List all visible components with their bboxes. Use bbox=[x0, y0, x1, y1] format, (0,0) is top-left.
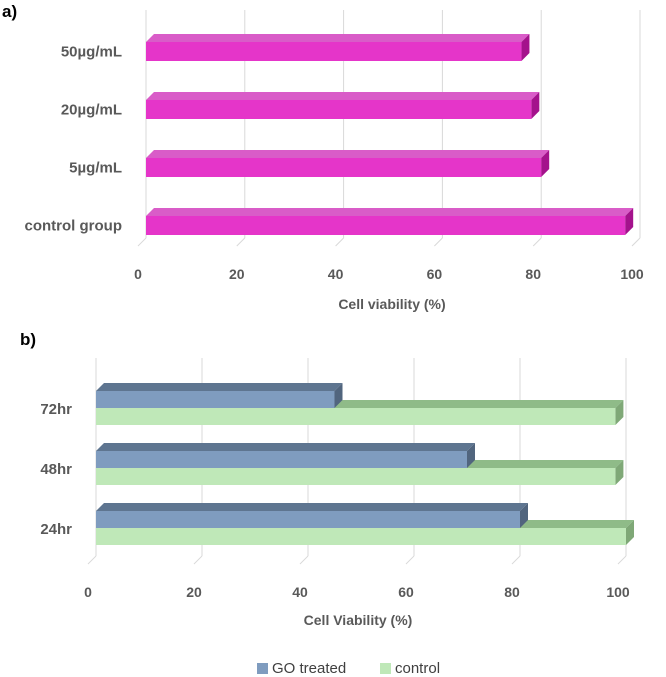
chart-b-bar-control-72hr-front bbox=[96, 408, 616, 425]
chart-b-bar-control-48hr-side bbox=[615, 460, 624, 485]
chart-b-tick-0: 0 bbox=[84, 584, 92, 600]
chart-b-legend: GO treated control bbox=[257, 660, 440, 677]
chart-a-bar-50-g-ml bbox=[146, 34, 530, 61]
chart-a-bar-5-g-ml-side bbox=[541, 150, 550, 177]
chart-a-xlabel: Cell viability (%) bbox=[338, 296, 445, 312]
chart-b-bar-go-treated-24hr bbox=[96, 503, 528, 528]
chart-a-grid-floor-1 bbox=[236, 237, 246, 247]
chart-b: 72hr 48hr 24hr 0 20 40 60 80 100 Cell Viability… bbox=[40, 358, 634, 677]
chart-b-bar-go-treated-48hr-front bbox=[96, 451, 467, 468]
chart-a-grid-floor-4 bbox=[532, 237, 542, 247]
chart-b-tick-80: 80 bbox=[504, 584, 520, 600]
chart-a-bar-control-group-side bbox=[625, 208, 634, 235]
chart-b-grid-floor-1 bbox=[193, 555, 203, 565]
chart-a-tick-60: 60 bbox=[427, 266, 443, 282]
chart-a-bar-20-g-ml-front bbox=[146, 100, 532, 119]
legend-swatch-go-treated bbox=[257, 663, 268, 674]
chart-a-bar-5-g-ml-top bbox=[146, 150, 550, 158]
chart-b-category-24hr: 24hr bbox=[40, 521, 72, 538]
chart-b-tick-20: 20 bbox=[186, 584, 202, 600]
chart-a-tick-0: 0 bbox=[134, 266, 142, 282]
chart-a-bar-20-g-ml bbox=[146, 92, 540, 119]
chart-a-category-5-g-ml: 5µg/mL bbox=[69, 160, 122, 177]
chart-a-bar-20-g-ml-side bbox=[531, 92, 540, 119]
chart-a-category-20-g-ml: 20µg/mL bbox=[61, 102, 122, 119]
chart-a-grid-floor-3 bbox=[434, 237, 443, 247]
chart-b-bar-go-treated-72hr bbox=[96, 383, 343, 408]
chart-b-bar-go-treated-48hr-side bbox=[467, 443, 475, 468]
chart-a-grid-floor-0 bbox=[137, 237, 147, 247]
chart-b-bar-control-48hr-front bbox=[96, 468, 616, 485]
legend-label-go-treated: GO treated bbox=[272, 660, 346, 677]
chart-b-category-72hr: 72hr bbox=[40, 401, 72, 418]
chart-b-grid-floor-4 bbox=[511, 555, 521, 565]
chart-a-bar-50-g-ml-side bbox=[521, 34, 530, 61]
chart-a-bar-control-group bbox=[146, 208, 634, 235]
chart-b-xlabel: Cell Viability (%) bbox=[304, 612, 413, 628]
chart-b-bar-go-treated-48hr bbox=[96, 443, 475, 468]
chart-b-grid-floor-5 bbox=[617, 555, 627, 565]
chart-a-tick-100: 100 bbox=[620, 266, 644, 282]
chart-b-bar-go-treated-24hr-front bbox=[96, 511, 520, 528]
chart-b-tick-40: 40 bbox=[292, 584, 308, 600]
chart-a-category-control-group: control group bbox=[25, 218, 123, 235]
chart-b-tick-60: 60 bbox=[398, 584, 414, 600]
chart-b-category-48hr: 48hr bbox=[40, 461, 72, 478]
chart-a-bar-20-g-ml-top bbox=[146, 92, 540, 100]
chart-a-grid-floor-5 bbox=[631, 237, 641, 247]
panel-b-label: b) bbox=[20, 330, 36, 349]
chart-b-bar-go-treated-24hr-side bbox=[520, 503, 528, 528]
chart-b-bar-go-treated-72hr-side bbox=[334, 383, 343, 408]
chart-b-bar-control-72hr-side bbox=[615, 400, 624, 425]
chart-a-tick-20: 20 bbox=[229, 266, 245, 282]
chart-a-category-50-g-ml: 50µg/mL bbox=[61, 44, 122, 61]
legend-label-control: control bbox=[395, 660, 440, 677]
panel-a-label: a) bbox=[2, 2, 17, 21]
legend-swatch-control bbox=[380, 663, 391, 674]
chart-a: 50µg/mL 20µg/mL 5µg/mL control group 0 20 40 6… bbox=[25, 10, 644, 312]
chart-a-bar-50-g-ml-top bbox=[146, 34, 530, 42]
chart-b-grid-floor-2 bbox=[299, 555, 309, 565]
chart-b-bar-go-treated-72hr-front bbox=[96, 391, 335, 408]
chart-b-bar-control-24hr-side bbox=[626, 520, 634, 545]
chart-a-tick-40: 40 bbox=[328, 266, 344, 282]
chart-b-grid-floor-0 bbox=[87, 555, 97, 565]
chart-a-grid-floor-2 bbox=[335, 237, 344, 247]
chart-a-bar-50-g-ml-front bbox=[146, 42, 522, 61]
chart-b-grid-floor-3 bbox=[405, 555, 415, 565]
chart-a-bar-5-g-ml-front bbox=[146, 158, 542, 177]
chart-b-bar-control-24hr-front bbox=[96, 528, 626, 545]
chart-a-bar-control-group-top bbox=[146, 208, 634, 216]
chart-a-tick-80: 80 bbox=[525, 266, 541, 282]
chart-b-bar-go-treated-72hr-top bbox=[96, 383, 343, 391]
chart-b-bar-go-treated-48hr-top bbox=[96, 443, 475, 451]
chart-b-tick-100: 100 bbox=[606, 584, 630, 600]
chart-b-bar-go-treated-24hr-top bbox=[96, 503, 528, 511]
chart-a-bar-5-g-ml bbox=[146, 150, 550, 177]
chart-a-bar-control-group-front bbox=[146, 216, 626, 235]
